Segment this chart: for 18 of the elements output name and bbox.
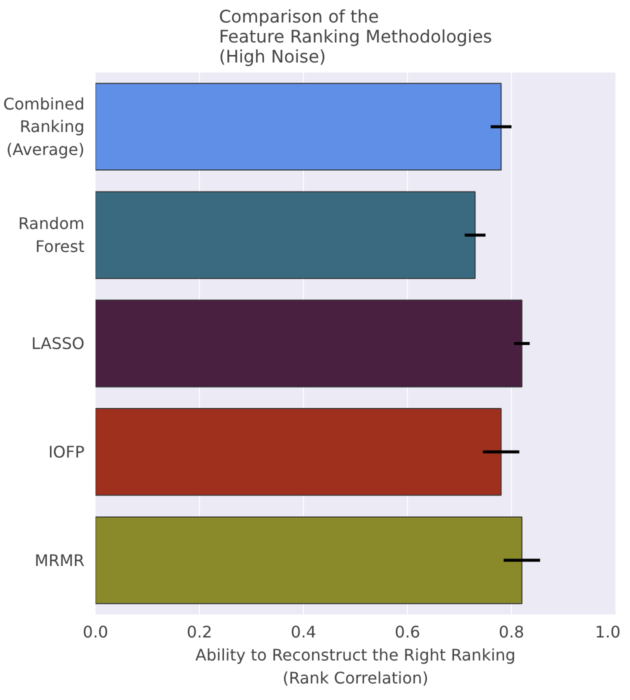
bar	[96, 408, 502, 496]
x-tick-label: 0.0	[82, 622, 108, 642]
x-axis-title: Ability to Reconstruct the Right Ranking (Rank Correlation)	[195, 646, 516, 688]
bar	[96, 82, 502, 171]
bar	[96, 191, 476, 279]
bar	[96, 300, 522, 388]
y-tick-label: Random Forest	[18, 214, 85, 256]
x-tick-label: 0.2	[186, 622, 212, 642]
x-tick-label: 0.8	[498, 622, 524, 642]
x-tick-label: 0.4	[290, 622, 316, 642]
y-tick-label: MRMR	[34, 550, 84, 570]
x-tick-label: 1.0	[595, 622, 621, 642]
chart-title: Comparison of the Feature Ranking Methodologies (High Noise)	[218, 8, 492, 68]
x-tick-label: 0.6	[394, 622, 420, 642]
y-tick-label: Combined Ranking (Average)	[3, 94, 85, 159]
bar	[96, 516, 522, 604]
y-tick-label: LASSO	[31, 334, 85, 353]
y-tick-label: IOFP	[48, 442, 85, 462]
